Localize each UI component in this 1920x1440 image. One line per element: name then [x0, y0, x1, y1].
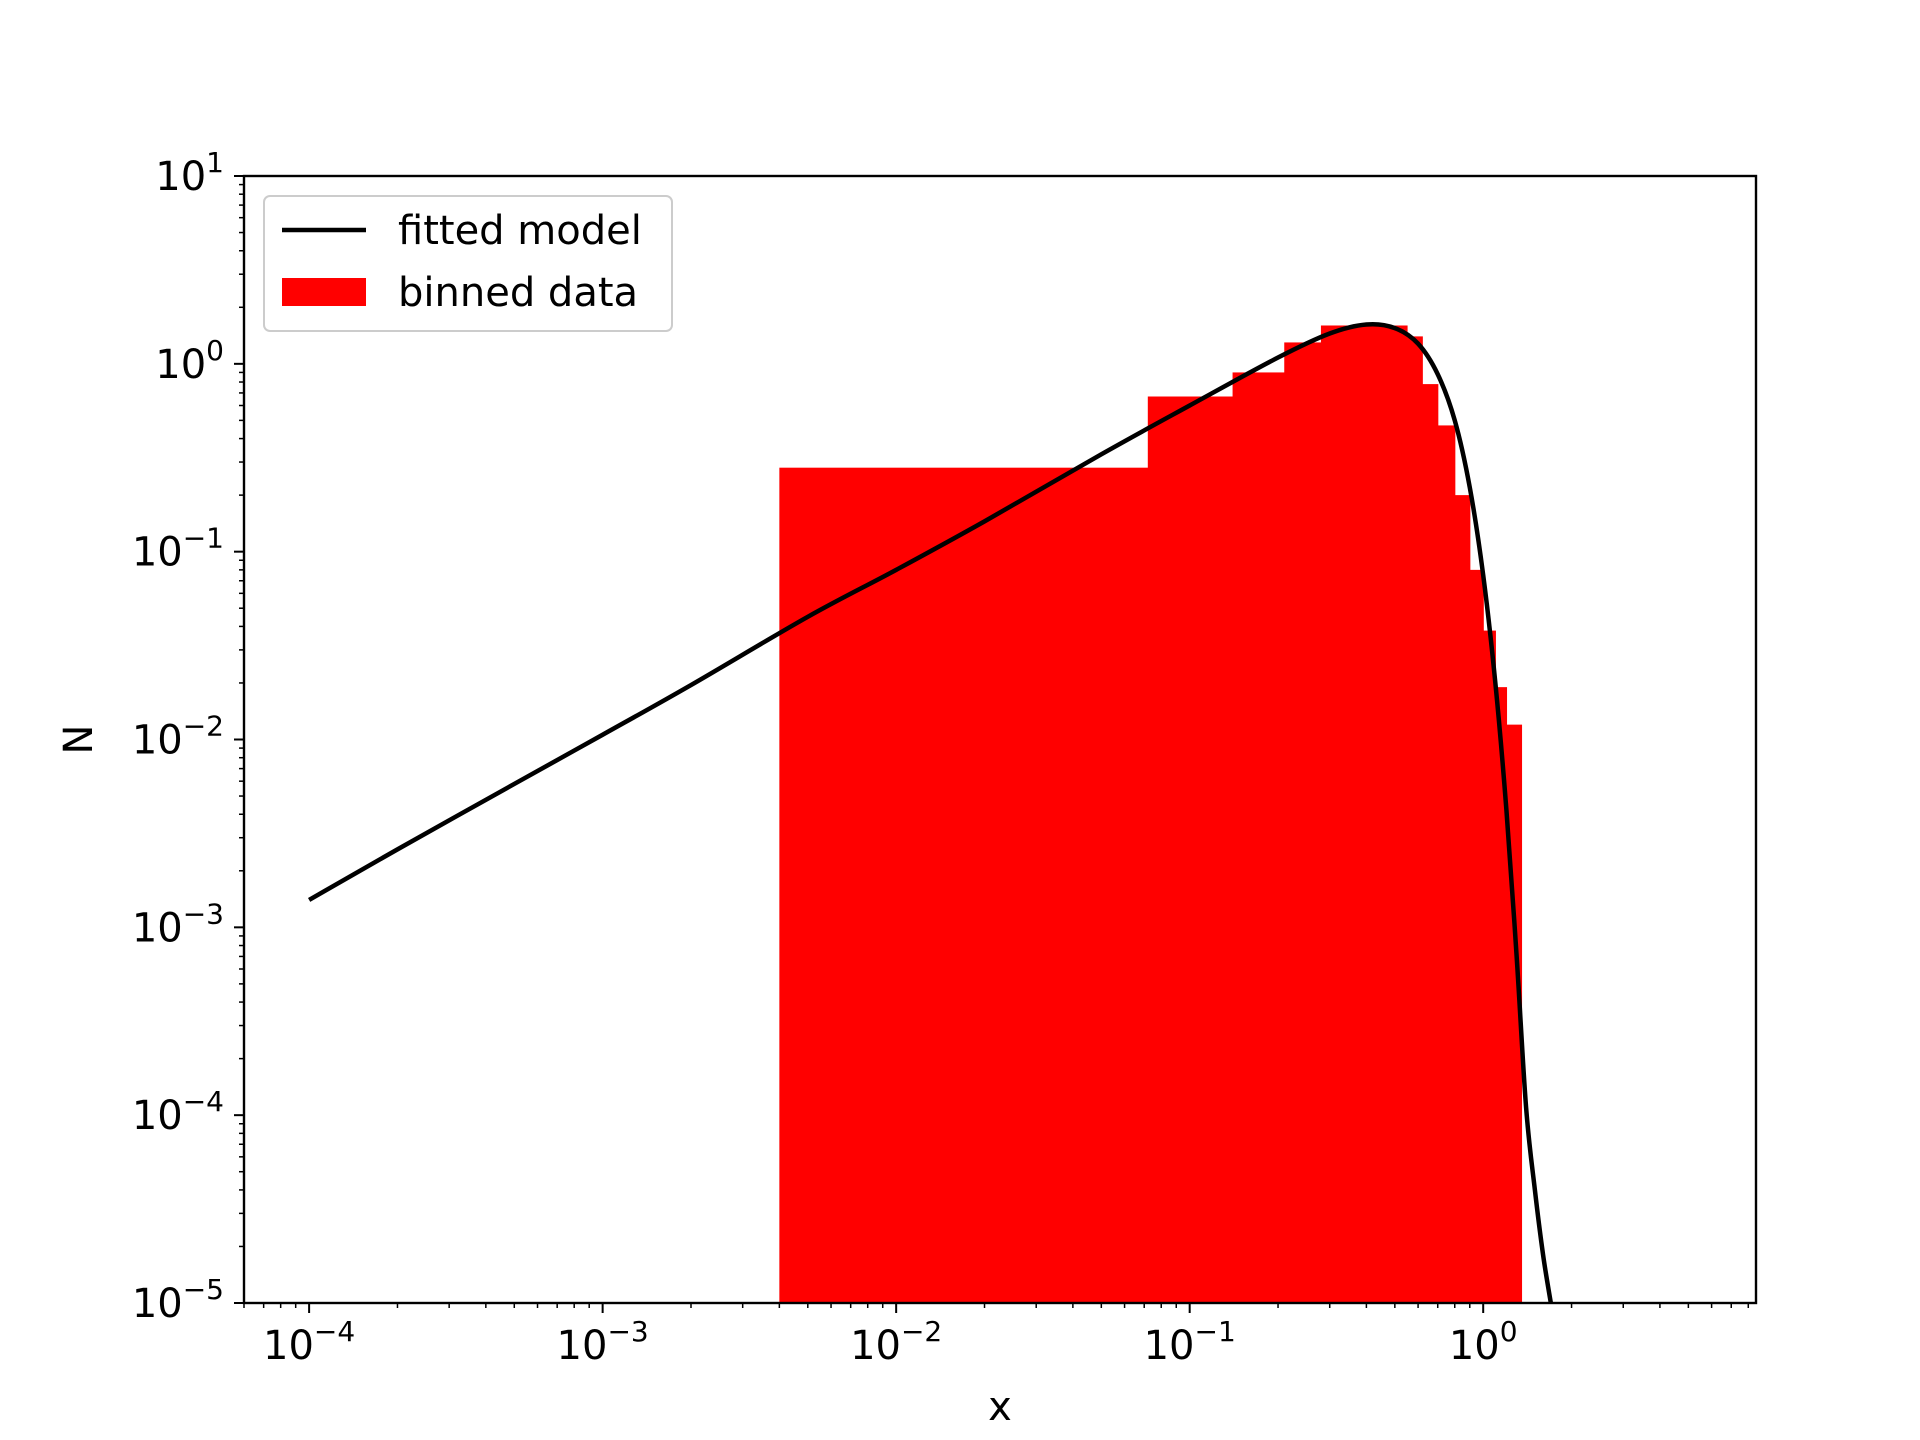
x-axis-title: x: [988, 1384, 1012, 1430]
x-tick-label: 10−1: [1144, 1315, 1236, 1369]
y-axis-ticks: 10−5 10−4 10−3 10−2 10−1 100 101: [132, 146, 244, 1327]
histogram-bar: [1483, 630, 1496, 1303]
histogram-bar: [1495, 687, 1508, 1303]
y-tick-label: 100: [155, 334, 224, 388]
y-tick-label: 10−3: [132, 897, 224, 951]
histogram-bar: [1147, 396, 1234, 1303]
histogram-bar: [1469, 569, 1484, 1303]
x-axis-ticks: 10−4 10−3 10−2 10−1 100: [243, 1303, 1750, 1369]
histogram-bar: [1422, 384, 1439, 1304]
legend-bar-swatch: [282, 278, 366, 306]
line-layer: [308, 321, 1554, 1304]
fitted-model-line: [308, 321, 1554, 1304]
histogram-bar: [1320, 325, 1408, 1303]
bars-layer: [779, 325, 1523, 1304]
x-tick-label: 10−4: [263, 1315, 355, 1369]
legend-label-binned-data: binned data: [398, 270, 638, 316]
y-axis-title: N: [56, 725, 102, 755]
y-tick-label: 101: [155, 146, 224, 200]
x-tick-label: 10−3: [557, 1315, 649, 1369]
y-tick-label: 10−2: [132, 710, 224, 764]
histogram-bar: [1232, 372, 1285, 1303]
x-tick-label: 100: [1449, 1315, 1518, 1369]
histogram-bar: [1284, 342, 1322, 1303]
y-tick-label: 10−1: [132, 522, 224, 576]
y-tick-label: 10−5: [132, 1273, 224, 1327]
legend-label-fitted-model: fitted model: [398, 208, 642, 254]
histogram-bar: [1406, 336, 1423, 1303]
histogram-bar: [1454, 495, 1471, 1303]
histogram-bar: [779, 467, 1149, 1303]
x-tick-label: 10−2: [850, 1315, 942, 1369]
legend: fitted model binned data: [263, 195, 673, 332]
histogram-bar: [1437, 425, 1456, 1303]
y-tick-label: 10−4: [132, 1085, 224, 1139]
